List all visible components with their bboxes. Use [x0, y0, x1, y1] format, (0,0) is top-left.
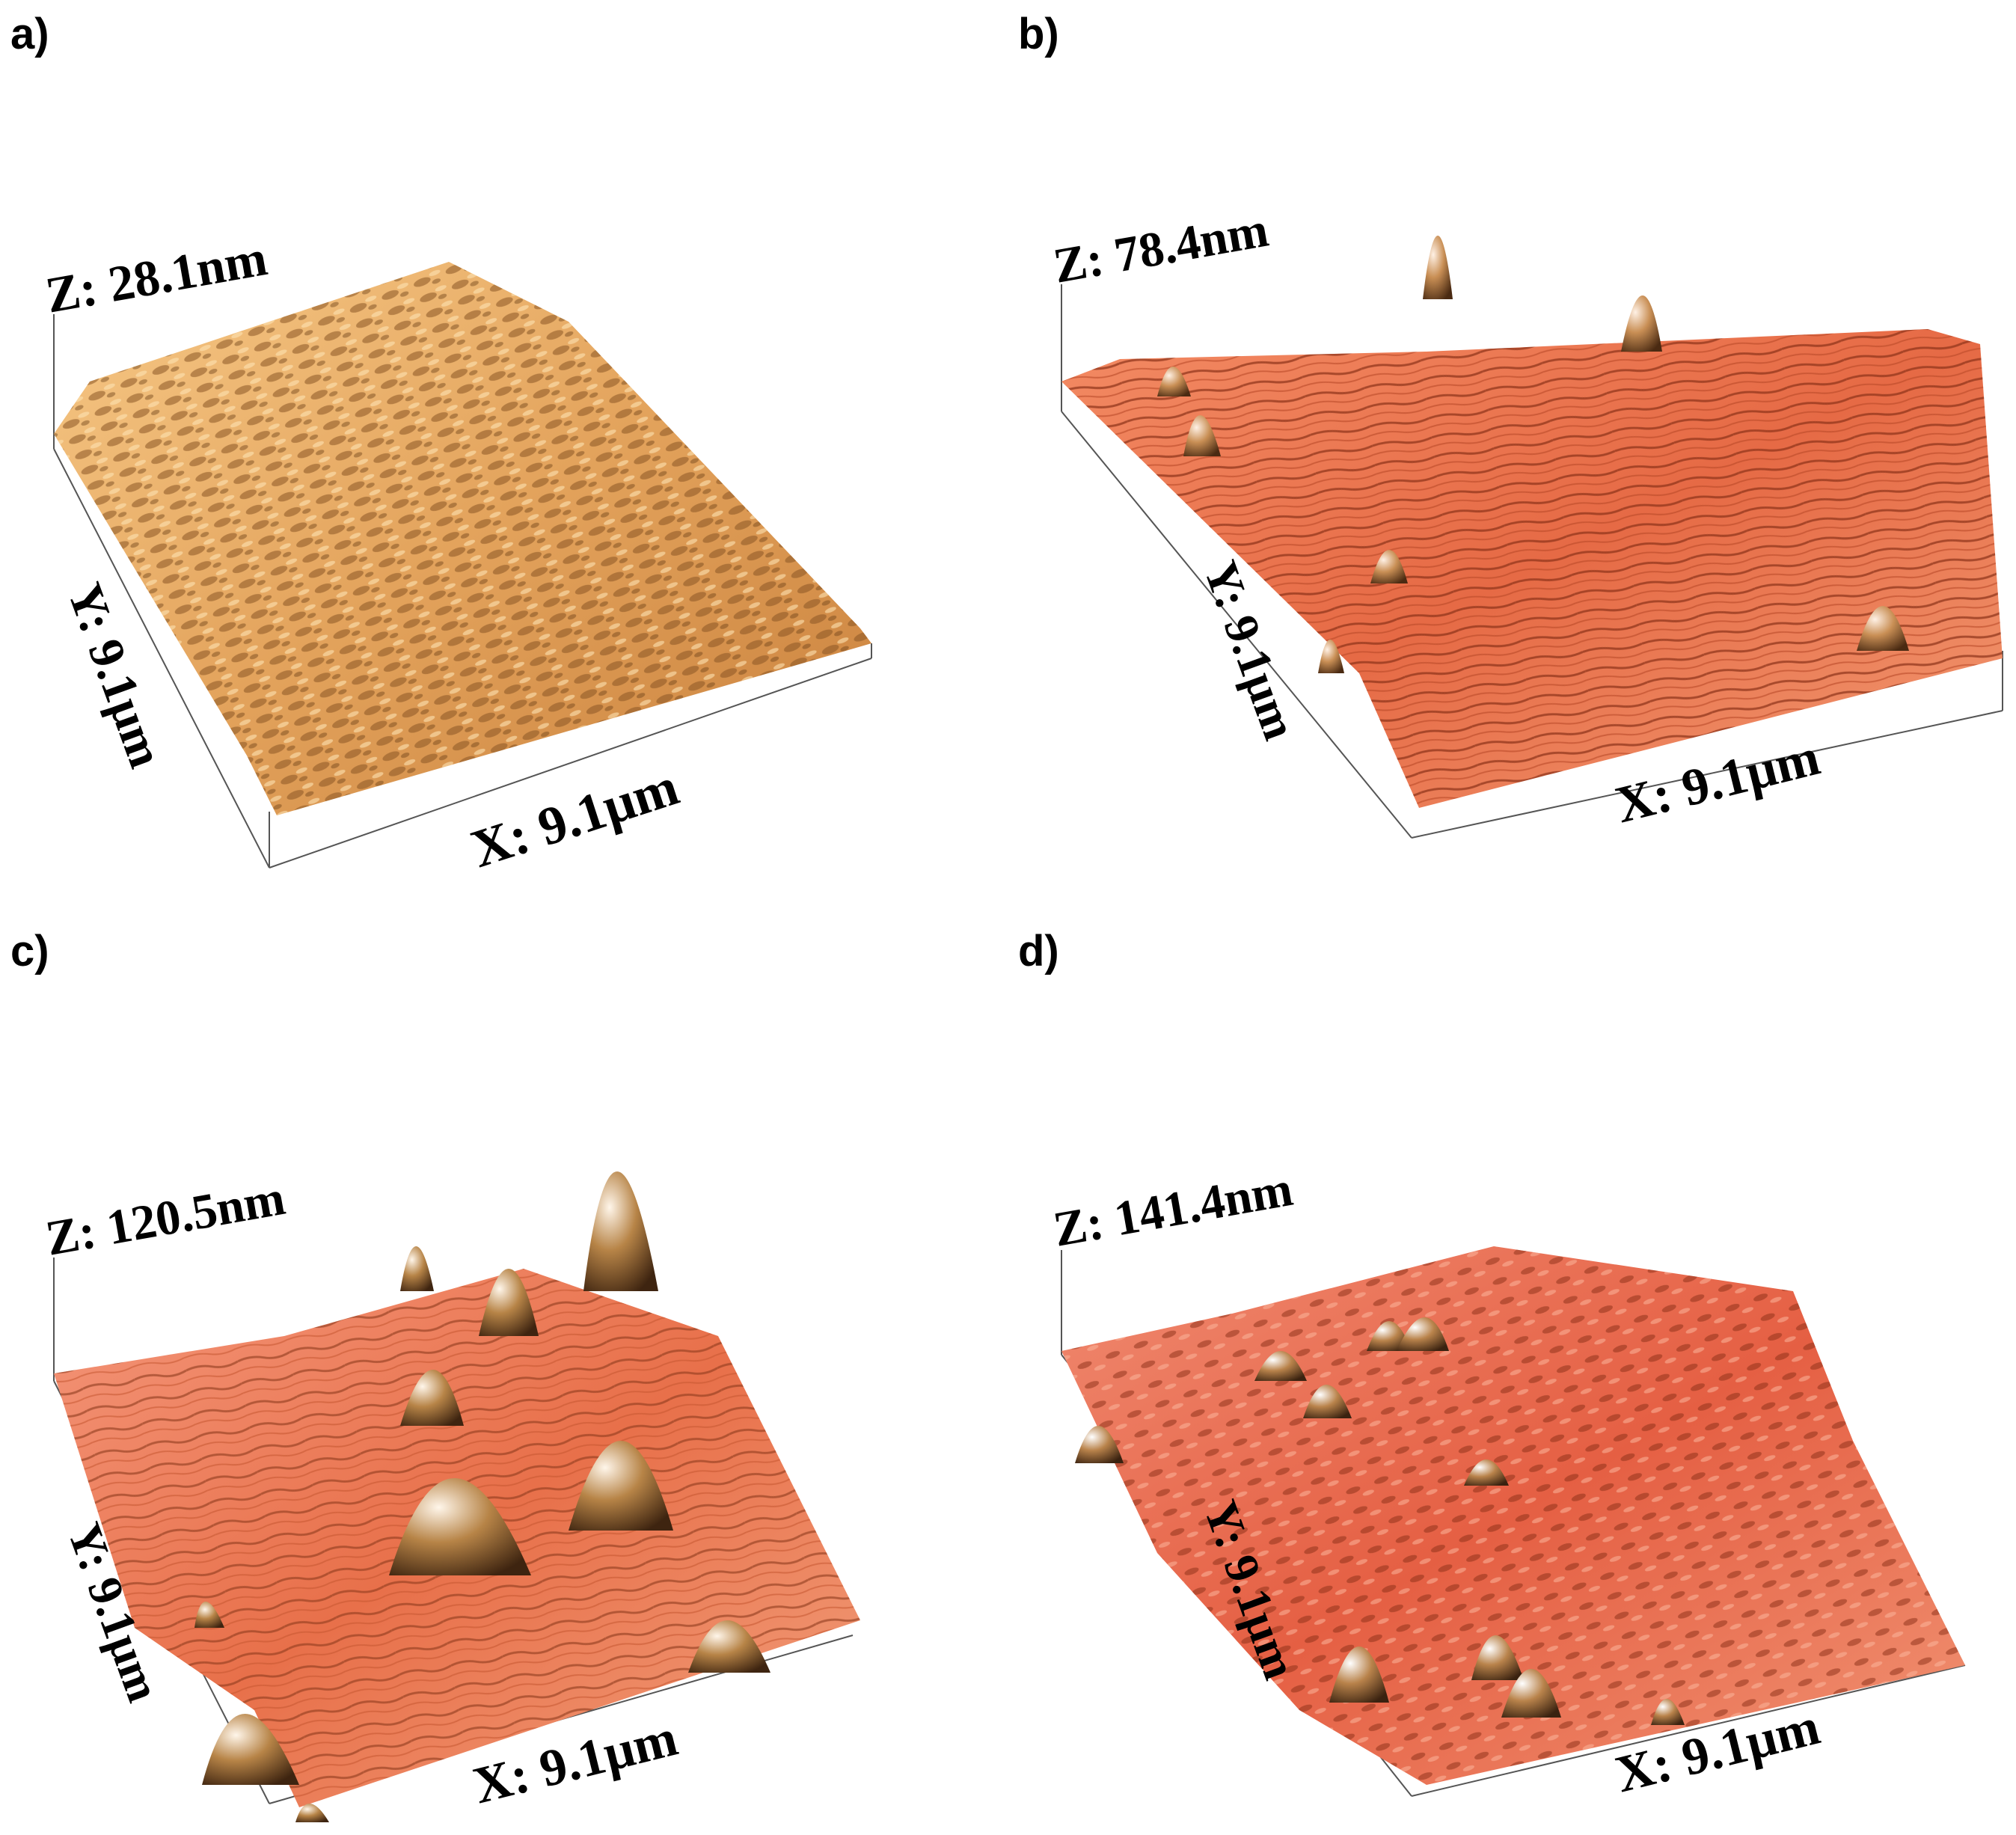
- z-axis-label: Z: 120.5nm: [42, 1171, 289, 1266]
- afm-surface-plot: Z: 120.5nm Y: 9.1µm X: 9.1µm: [42, 1171, 860, 1822]
- z-axis-label: Z: 141.4nm: [1050, 1162, 1296, 1257]
- x-axis-label: X: 9.1µm: [464, 756, 685, 879]
- panel-label: a): [10, 10, 49, 58]
- panel-label: b): [1018, 10, 1059, 58]
- bounding-box: [1061, 284, 2003, 839]
- surface-peaks: [1157, 236, 1909, 673]
- afm-surface-plot: Z: 78.4nm Y: 9.1µm X: 9.1µm: [1050, 203, 2003, 839]
- surface-peaks: [194, 1171, 770, 1822]
- panel-c: c): [0, 917, 1008, 1834]
- surface-peaks: [1075, 1317, 1685, 1725]
- y-axis-label: Y: 9.1µm: [57, 576, 174, 774]
- panel-label: d): [1018, 927, 1059, 975]
- panel-d: d): [1008, 917, 2015, 1834]
- afm-surface-plot: Z: 28.1nm Y: 9.1µm X: 9.1µm: [41, 229, 872, 879]
- panel-b: b): [1008, 0, 2015, 917]
- afm-surface-plot: Z: 141.4nm Y: 9.1µm X: 9.1µm: [1050, 1162, 1966, 1804]
- panel-label: c): [10, 927, 49, 975]
- bounding-box: [53, 314, 872, 869]
- z-axis-label: Z: 28.1nm: [41, 229, 271, 324]
- z-axis-label: Z: 78.4nm: [1050, 203, 1272, 294]
- panel-a: a): [0, 0, 1008, 917]
